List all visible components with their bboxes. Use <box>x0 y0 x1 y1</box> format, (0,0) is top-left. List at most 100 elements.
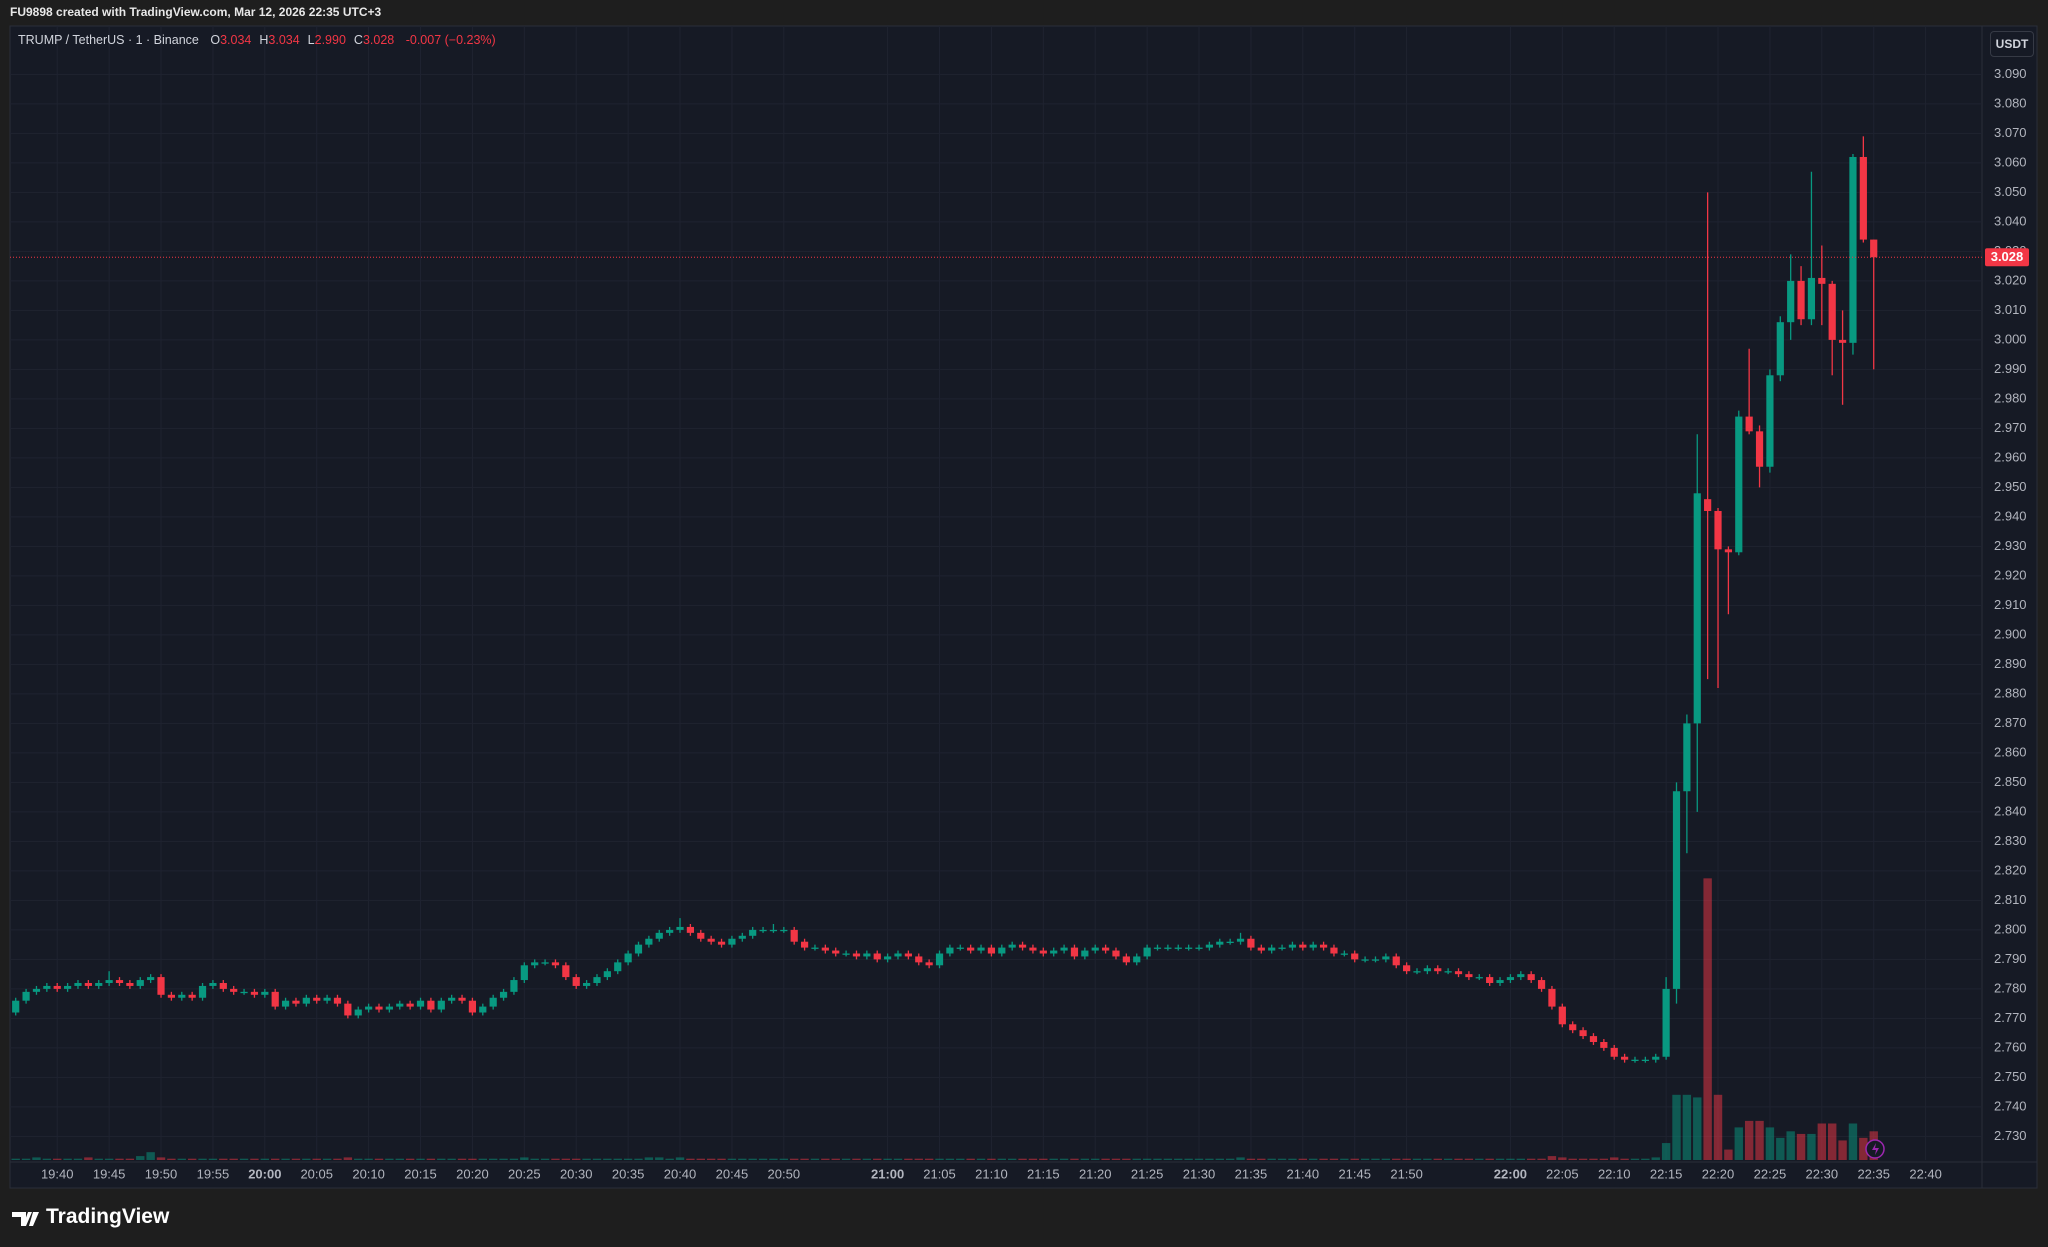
candle-body <box>479 1006 487 1013</box>
candle-body <box>1444 971 1452 973</box>
y-tick-label: 2.760 <box>1994 1039 2027 1054</box>
candle-body <box>583 982 591 986</box>
candle-body <box>1133 956 1141 963</box>
volume-bar <box>1589 1158 1598 1160</box>
candle-body <box>1351 953 1359 960</box>
volume-bar <box>1682 1094 1692 1160</box>
volume-bar <box>364 1158 373 1160</box>
volume-bar <box>302 1158 311 1160</box>
currency-button[interactable]: USDT <box>1990 31 2034 57</box>
candle-body <box>1517 974 1525 978</box>
volume-bar <box>1433 1158 1442 1160</box>
candle-body <box>1403 965 1411 972</box>
volume-bar <box>582 1158 591 1160</box>
volume-bar <box>1755 1120 1764 1160</box>
candle-body <box>811 947 819 949</box>
candle-body <box>489 997 497 1007</box>
ohlc-value: 2.990 <box>314 33 346 47</box>
volume-bar <box>437 1158 446 1160</box>
volume-bar <box>167 1158 176 1160</box>
volume-bar <box>281 1158 290 1160</box>
y-tick-label: 2.750 <box>1994 1069 2027 1084</box>
volume-bar <box>1049 1158 1058 1160</box>
candle-body <box>1143 947 1151 957</box>
y-tick-label: 2.740 <box>1994 1098 2027 1113</box>
y-tick-label: 2.900 <box>1994 626 2027 641</box>
y-tick-label: 2.880 <box>1994 685 2027 700</box>
candle-body <box>1776 322 1784 376</box>
volume-bar <box>644 1157 654 1160</box>
volume-bar <box>1558 1157 1567 1160</box>
ohlc-value: 3.034 <box>220 33 252 47</box>
candle-body <box>1319 944 1328 948</box>
volume-bar <box>1537 1158 1546 1160</box>
candle-body <box>1735 416 1743 553</box>
y-tick-label: 2.890 <box>1994 656 2027 671</box>
ohlc-key: H <box>259 33 269 47</box>
volume-bar <box>187 1158 197 1160</box>
chart-panel <box>9 25 2038 1189</box>
candle-body <box>1371 959 1380 961</box>
volume-bar <box>354 1158 363 1160</box>
volume-bar <box>1620 1158 1629 1160</box>
candle-body <box>1569 1024 1577 1031</box>
candle-body <box>1216 941 1224 945</box>
volume-bar <box>758 1158 768 1160</box>
volume-bar <box>717 1158 726 1160</box>
candle-body <box>1423 968 1431 972</box>
y-tick-label: 2.970 <box>1994 420 2027 435</box>
volume-bar <box>1443 1158 1453 1160</box>
volume-bar <box>1257 1158 1266 1160</box>
volume-bar <box>1215 1158 1224 1160</box>
candle-body <box>935 953 944 966</box>
x-tick-label: 22:15 <box>1650 1166 1683 1181</box>
volume-bar <box>385 1158 394 1160</box>
candle-body <box>728 938 736 945</box>
symbol: TRUMP / TetherUS · 1 · Binance <box>18 33 199 47</box>
candle-body <box>1486 977 1494 983</box>
volume-bar <box>405 1158 415 1160</box>
volume-bar <box>219 1158 228 1160</box>
candle-body <box>375 1006 383 1010</box>
alert-icon-bolt <box>1872 1143 1879 1155</box>
volume-bar <box>520 1157 529 1160</box>
y-tick-label: 2.950 <box>1994 479 2027 494</box>
caption: FU9898 created with TradingView.com, Mar… <box>10 5 382 19</box>
volume-bar <box>1423 1158 1432 1160</box>
x-tick-label: 20:10 <box>352 1166 385 1181</box>
y-tick-label: 2.860 <box>1994 744 2027 759</box>
candle-body <box>1662 988 1670 1057</box>
candle-body <box>344 1003 352 1016</box>
volume-bar <box>42 1158 52 1160</box>
volume-bar <box>790 1158 799 1160</box>
candle-body <box>1018 944 1027 948</box>
candle-body <box>1205 944 1213 948</box>
candle-body <box>1340 953 1348 955</box>
volume-bar <box>260 1158 270 1160</box>
candle-body <box>209 982 217 986</box>
candle-body <box>541 962 549 964</box>
candle-body <box>1797 280 1805 320</box>
volume-bar <box>1246 1158 1256 1160</box>
x-tick-label: 20:00 <box>248 1166 281 1181</box>
candle-body <box>188 994 196 998</box>
x-tick-label: 20:40 <box>664 1166 697 1181</box>
candle-body <box>1745 416 1753 432</box>
candle-body <box>240 991 248 994</box>
x-tick-label: 22:00 <box>1494 1166 1527 1181</box>
candle-body <box>956 947 964 949</box>
x-tick-label: 22:10 <box>1598 1166 1631 1181</box>
candle-body <box>1787 280 1795 323</box>
candle-body <box>448 997 456 1001</box>
volume-bar <box>1661 1143 1671 1160</box>
candle-body <box>531 962 539 966</box>
y-tick-label: 2.790 <box>1994 951 2027 966</box>
volume-bar <box>831 1158 840 1160</box>
candle-body <box>1081 950 1089 957</box>
candle-body <box>1579 1030 1587 1037</box>
candle-body <box>738 935 746 939</box>
volume-bar <box>1371 1158 1380 1160</box>
volume-bar <box>94 1158 103 1160</box>
